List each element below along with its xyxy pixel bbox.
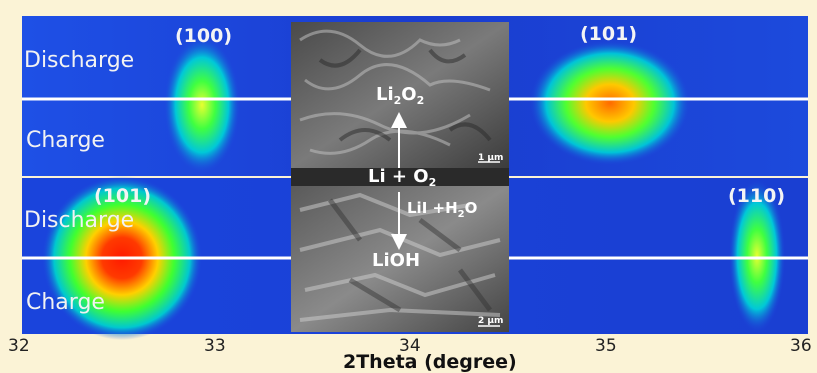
top-peak-100-spot xyxy=(164,37,240,173)
bottom-peak-left-label: (101) xyxy=(94,185,151,207)
top-peak-101-spot xyxy=(530,41,690,165)
bottom-charge-label: Charge xyxy=(26,290,105,315)
scale-label-bottom: 2 μm xyxy=(478,316,503,326)
x-tick-34: 34 xyxy=(399,336,421,356)
sem-additive: LiI +H2O xyxy=(407,199,477,220)
x-tick-36: 36 xyxy=(790,336,812,356)
x-tick-32: 32 xyxy=(8,336,30,356)
bottom-peak-right-label: (110) xyxy=(728,185,785,207)
x-tick-33: 33 xyxy=(204,336,226,356)
top-discharge-label: Discharge xyxy=(24,48,134,73)
sem-gap xyxy=(291,168,509,186)
x-tick-35: 35 xyxy=(595,336,617,356)
top-peak-right-label: (101) xyxy=(580,23,637,45)
x-axis-title: 2Theta (degree) xyxy=(343,351,517,373)
bottom-peak-110-spot xyxy=(729,180,785,332)
top-charge-label: Charge xyxy=(26,128,105,153)
bottom-discharge-label: Discharge xyxy=(24,208,134,233)
sem-reactants: Li + O2 xyxy=(368,166,436,189)
scale-label-top: 1 μm xyxy=(478,153,503,163)
sem-bottom-product: LiOH xyxy=(372,250,420,271)
sem-top-product: Li2O2 xyxy=(376,84,424,107)
top-peak-left-label: (100) xyxy=(175,25,232,47)
